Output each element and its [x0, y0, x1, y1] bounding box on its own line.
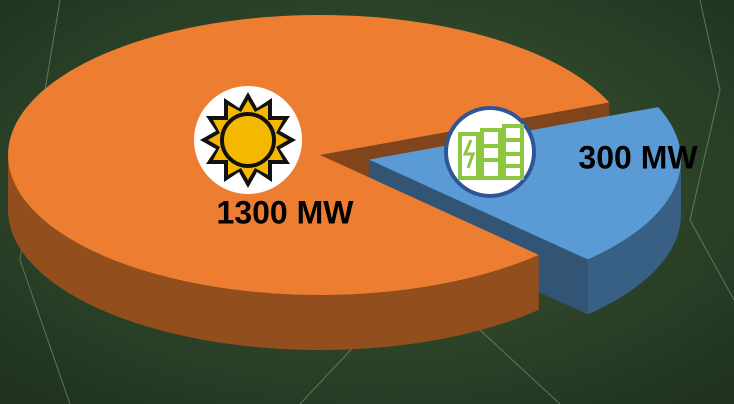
value-label: 300 MW [578, 139, 698, 175]
slice-wall [587, 159, 681, 315]
slice-wall [8, 155, 539, 350]
battery-icon [444, 106, 536, 198]
pie [8, 15, 681, 350]
pie-slice [8, 15, 610, 295]
value-label: 1300 MW [217, 194, 355, 230]
sun-icon [194, 86, 302, 194]
pie-slice [368, 107, 681, 260]
labels: 1300 MW 300 MW [217, 139, 699, 230]
